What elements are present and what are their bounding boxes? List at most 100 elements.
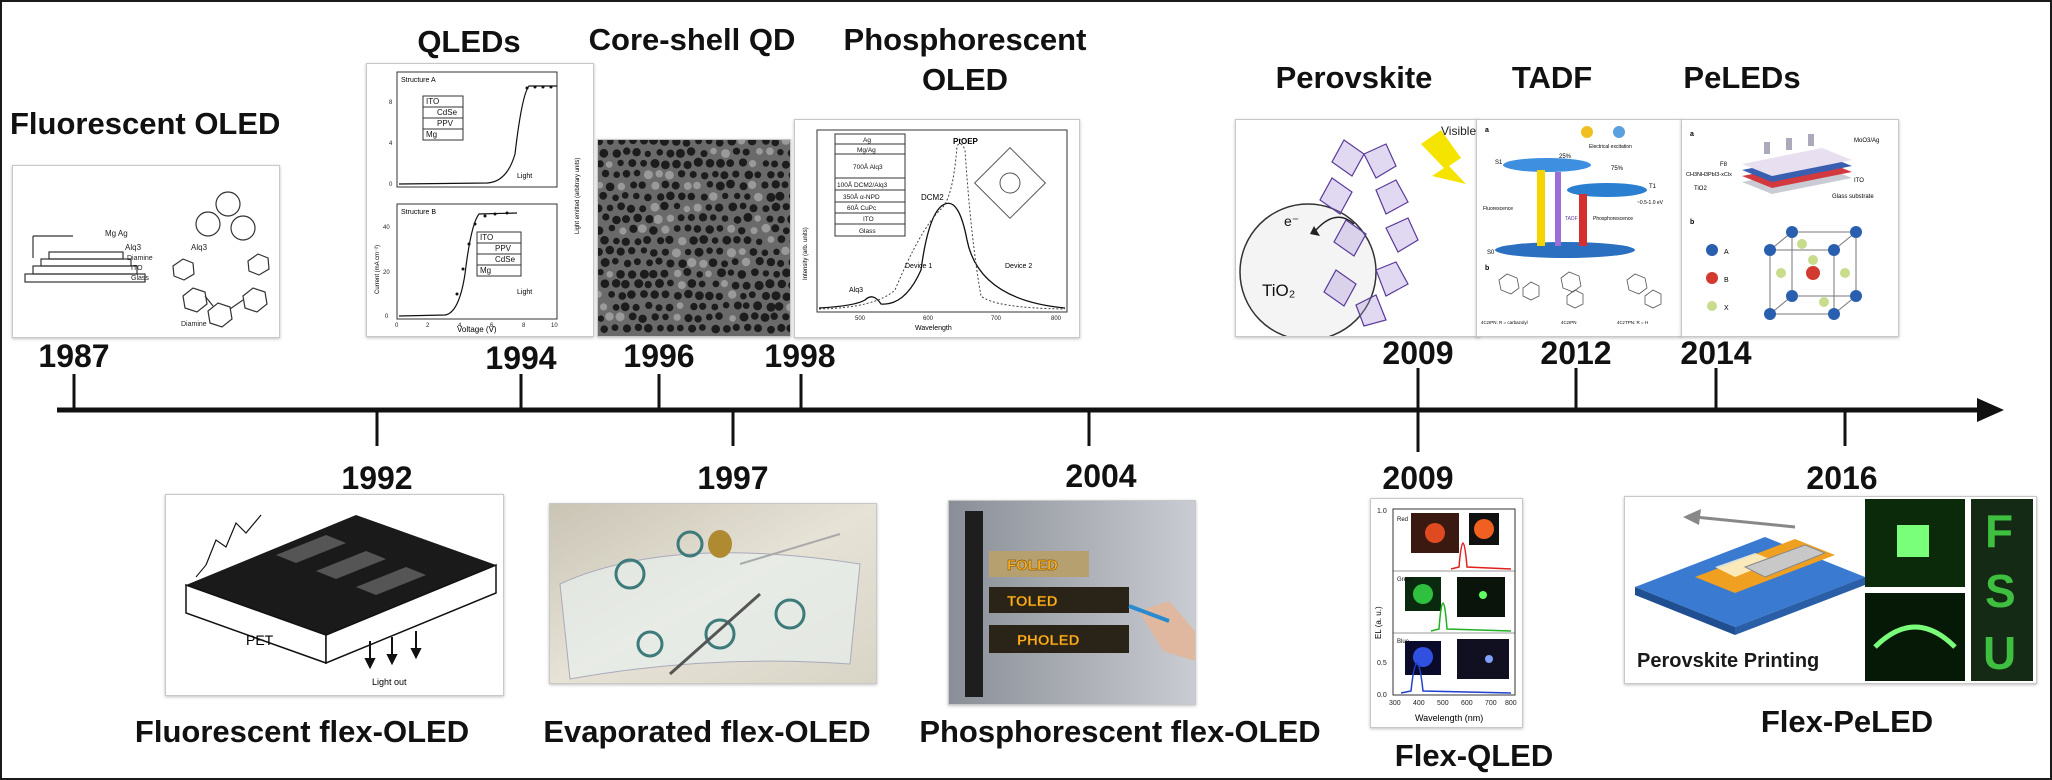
quantum-dot: [599, 148, 609, 158]
quantum-dot: [754, 280, 764, 291]
phos-x-label: Wavelength: [915, 325, 952, 332]
quantum-dot: [650, 159, 660, 168]
quantum-dot: [782, 203, 790, 211]
quantum-dot: [741, 257, 751, 267]
title-tadf: TADF: [1511, 60, 1593, 95]
phos-layer-6: 60Å CuPc: [847, 203, 877, 212]
peleds-site-x: X: [1724, 305, 1729, 312]
quantum-dot: [633, 213, 642, 223]
quantum-dot: [687, 257, 697, 268]
quantum-dot: [611, 324, 619, 331]
qled-b-layer-4: Mg: [480, 266, 491, 275]
quantum-dot: [687, 279, 697, 288]
quantum-dot: [608, 224, 616, 232]
quantum-dot: [600, 325, 608, 333]
phos-layer-8: Glass: [859, 228, 876, 235]
quantum-dot: [639, 205, 647, 213]
tadf-phosphorescence: Phosphorescence: [1593, 216, 1633, 222]
display-stand: [965, 511, 983, 697]
quantum-dot: [611, 279, 621, 288]
svg-text:700: 700: [1485, 700, 1497, 707]
quantum-dot: [771, 224, 780, 233]
label-dcm2: DCM2: [921, 193, 944, 202]
tadf-s1-level: [1503, 158, 1591, 172]
quantum-dot: [727, 224, 736, 233]
label-green: Green: [1397, 577, 1414, 583]
phos-layer-3: 700Å Alq3: [853, 162, 883, 171]
year-2009-flex-qled: 2009: [1382, 460, 1454, 496]
quantum-dot: [782, 292, 790, 301]
quantum-dot: [662, 313, 669, 321]
tadf-s0: S0: [1487, 250, 1495, 256]
quantum-dot: [749, 248, 758, 256]
quantum-dot: [676, 302, 684, 309]
quantum-dot: [743, 236, 752, 245]
quantum-dot: [617, 202, 625, 211]
quantum-dot: [742, 302, 750, 309]
tadf-panel-a: a: [1485, 127, 1489, 134]
green-emission: [1897, 525, 1929, 557]
year-2014: 2014: [1680, 335, 1752, 371]
quantum-dot: [628, 312, 637, 321]
title-flex-peled: Flex-PeLED: [1760, 704, 1934, 739]
tadf-excitation: Electrical excitation: [1589, 144, 1632, 150]
quantum-dot: [721, 260, 729, 268]
quantum-dot: [727, 269, 735, 276]
quantum-dot: [630, 181, 638, 189]
figure-peleds: a MoO3/Ag F8 CH3NH3PbI3-xClx TiO2 ITO Gl…: [1681, 119, 1899, 337]
quantum-dot: [606, 204, 614, 212]
quantum-dot: [716, 247, 724, 255]
quantum-dot: [684, 314, 693, 323]
phos-layer-7: ITO: [863, 216, 874, 223]
quantum-dot: [706, 247, 713, 254]
quantum-dot: [646, 259, 653, 267]
quantum-dot: [690, 302, 698, 311]
label-red: Red: [1397, 517, 1408, 523]
svg-text:8: 8: [522, 323, 526, 329]
quantum-dot: [744, 170, 754, 180]
quantum-dot: [605, 312, 614, 321]
quantum-dot: [683, 160, 692, 170]
oled-signs: [989, 551, 1129, 653]
quantum-dot: [628, 247, 636, 255]
quantum-dot: [788, 282, 790, 289]
quantum-dot: [782, 268, 790, 278]
svg-text:6: 6: [490, 323, 494, 329]
quantum-dot: [598, 247, 603, 256]
quantum-dot: [671, 248, 681, 258]
quantum-dot: [649, 270, 658, 279]
quantum-dot: [739, 312, 749, 322]
quantum-dot: [628, 159, 637, 168]
quantum-dot: [688, 324, 697, 333]
quantum-dot: [612, 257, 619, 265]
quantum-dot: [649, 226, 658, 235]
svg-text:0.5: 0.5: [1377, 660, 1387, 667]
quantum-dot: [612, 304, 620, 311]
quantum-dot: [762, 160, 770, 167]
qled-y2-label: Light emitted (arbitrary units): [575, 158, 581, 234]
letter-s: S: [1985, 565, 2016, 617]
quantum-dot: [686, 147, 696, 156]
quantum-dot: [661, 290, 670, 299]
quantum-dot: [767, 325, 775, 334]
svg-text:600: 600: [1461, 700, 1473, 707]
quantum-dot: [676, 324, 684, 332]
label-pet: PET: [246, 632, 274, 648]
phos-y-label: Intensity (arb. units): [803, 227, 809, 280]
quantum-dot: [712, 280, 720, 288]
label-visible-light: Visible light: [1441, 124, 1479, 138]
quantum-dot: [771, 202, 781, 212]
quantum-dot: [644, 323, 653, 333]
quantum-dot: [671, 181, 680, 190]
label-diamine: Diamine: [127, 255, 153, 262]
quantum-dot: [698, 213, 708, 222]
quantum-dot: [744, 193, 751, 200]
quantum-dot: [777, 171, 785, 179]
quantum-dot: [640, 290, 648, 298]
peleds-tio2: TiO2: [1694, 186, 1707, 192]
quantum-dot: [633, 192, 640, 200]
label-structure-a: Structure A: [401, 77, 436, 84]
quantum-dot: [655, 257, 663, 265]
label-glass: Glass: [131, 275, 149, 282]
